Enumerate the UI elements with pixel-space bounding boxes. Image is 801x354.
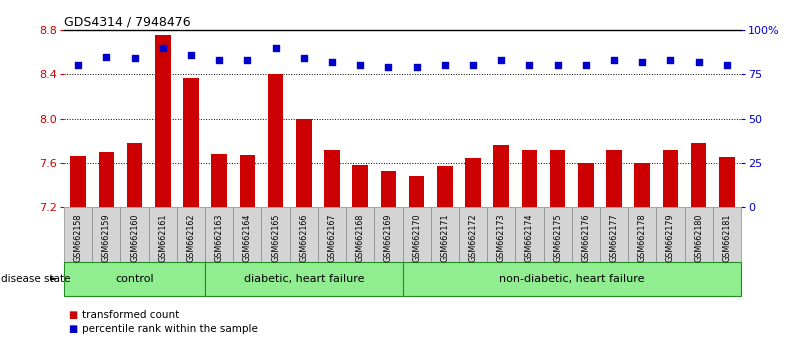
Point [72,63,85,68]
Bar [70,156,86,207]
Bar [155,35,171,207]
Text: GSM662173: GSM662173 [497,214,505,262]
Bar [493,145,509,207]
Bar [352,165,368,207]
Text: non-diabetic, heart failure: non-diabetic, heart failure [499,274,645,284]
Text: GSM662158: GSM662158 [74,214,83,262]
Point [608,57,621,63]
Text: GSM662171: GSM662171 [441,214,449,262]
Text: GDS4314 / 7948476: GDS4314 / 7948476 [64,16,191,29]
Bar [380,171,396,207]
Text: transformed count: transformed count [82,310,179,320]
Bar [99,152,114,207]
Bar [578,163,594,207]
Point [579,63,592,68]
Text: GSM662160: GSM662160 [130,214,139,262]
Text: GSM662166: GSM662166 [300,214,308,262]
Bar [691,143,706,207]
Point [100,54,113,59]
Bar [409,176,425,207]
Point [241,57,254,63]
Text: GSM662172: GSM662172 [469,214,477,262]
Bar [211,154,227,207]
Text: percentile rank within the sample: percentile rank within the sample [82,324,258,334]
Point [297,56,310,61]
Bar [324,150,340,207]
Text: GSM662177: GSM662177 [610,214,618,262]
Bar [465,159,481,207]
Point [128,56,141,61]
Bar [437,166,453,207]
Text: control: control [115,274,154,284]
Text: GSM662174: GSM662174 [525,214,534,262]
Text: GSM662159: GSM662159 [102,214,111,262]
Text: GSM662180: GSM662180 [694,214,703,262]
Bar [662,150,678,207]
Point [156,45,169,51]
Text: GSM662170: GSM662170 [412,214,421,262]
Text: GSM662167: GSM662167 [328,214,336,262]
Text: diabetic, heart failure: diabetic, heart failure [244,274,364,284]
Text: GSM662176: GSM662176 [582,214,590,262]
Text: GSM662162: GSM662162 [187,214,195,262]
Text: GSM662164: GSM662164 [243,214,252,262]
Point [636,59,649,65]
Text: GSM662168: GSM662168 [356,214,364,262]
Bar [521,150,537,207]
Point [325,59,338,65]
Text: GSM662163: GSM662163 [215,214,223,262]
Text: GSM662181: GSM662181 [723,214,731,262]
Point [213,57,226,63]
Text: GSM662165: GSM662165 [271,214,280,262]
Text: GSM662178: GSM662178 [638,214,646,262]
Text: GSM662169: GSM662169 [384,214,393,262]
Point [269,45,282,51]
Text: disease state: disease state [1,274,70,284]
Bar [549,150,566,207]
Point [438,63,451,68]
Point [382,64,395,70]
Bar [634,163,650,207]
Point [410,64,423,70]
Bar [183,78,199,207]
Point [720,63,733,68]
Point [184,52,197,58]
Text: GSM662179: GSM662179 [666,214,675,262]
Text: GSM662161: GSM662161 [159,214,167,262]
Bar [296,119,312,207]
Bar [719,157,735,207]
Point [523,63,536,68]
Point [495,57,508,63]
Text: ■: ■ [68,310,78,320]
Point [692,59,705,65]
Bar [268,74,284,207]
Point [354,63,367,68]
Point [664,57,677,63]
Point [551,63,564,68]
Bar [239,155,256,207]
Text: GSM662175: GSM662175 [553,214,562,262]
Text: ■: ■ [68,324,78,334]
Bar [127,143,143,207]
Point [467,63,480,68]
Bar [606,150,622,207]
